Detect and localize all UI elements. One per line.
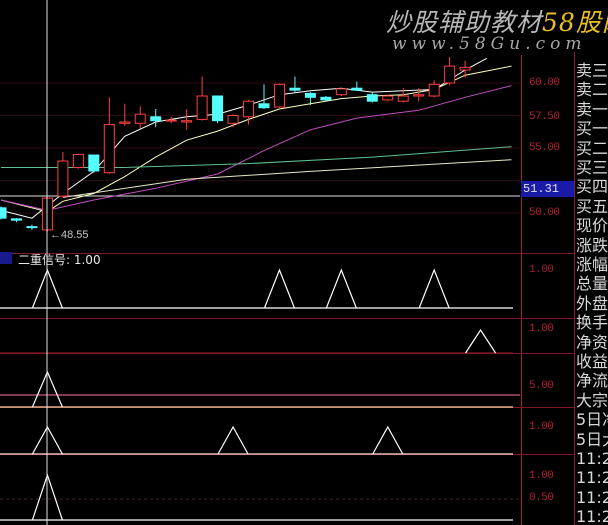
quote-field-label: 卖一 bbox=[576, 99, 608, 119]
quote-field-label: 11:28 bbox=[576, 468, 608, 488]
candle-body bbox=[0, 207, 7, 219]
candle-body bbox=[72, 154, 84, 168]
candle-body bbox=[10, 218, 22, 221]
panel-tick: 1.00 bbox=[529, 421, 554, 433]
candle-body bbox=[304, 92, 316, 98]
quote-field-label: 净流 bbox=[576, 371, 608, 391]
candle-body bbox=[212, 95, 224, 122]
price-tick: 60.00 bbox=[529, 77, 560, 89]
candle-body bbox=[227, 115, 239, 124]
quote-field-label: 11:29 bbox=[576, 487, 608, 507]
low-price-marker: ←48.55 bbox=[50, 229, 89, 241]
quote-field-label: 买五 bbox=[576, 196, 608, 216]
candle-body bbox=[258, 103, 270, 109]
signal-peak bbox=[217, 425, 249, 455]
signal-peak bbox=[418, 268, 450, 309]
candle-body bbox=[428, 83, 440, 97]
quote-field-label: 涨幅 bbox=[576, 255, 608, 274]
candle-body bbox=[444, 65, 456, 84]
quote-field-label: 11:27 bbox=[576, 449, 608, 468]
candle-body bbox=[134, 113, 146, 124]
quote-field-label: 大宗 bbox=[576, 390, 608, 410]
candle-body bbox=[119, 121, 131, 124]
quote-field-label: 涨跌 bbox=[576, 235, 608, 255]
candle-body bbox=[273, 83, 285, 108]
quote-field-label: 现价 bbox=[576, 216, 608, 236]
price-tick: 55.00 bbox=[529, 142, 560, 154]
candle-body bbox=[103, 124, 115, 174]
candle-body bbox=[366, 94, 378, 102]
quote-side-panel: 卖三卖二卖一买一买二买三买四买五现价涨跌涨幅总量外盘换手净资收益净流大宗5日净5… bbox=[574, 52, 608, 525]
candle-body bbox=[88, 154, 100, 172]
indicator-menu-icon[interactable] bbox=[0, 252, 12, 264]
panel-tick: 1.00 bbox=[529, 264, 554, 276]
price-tick: 50.00 bbox=[529, 207, 560, 219]
candle-body bbox=[150, 116, 162, 122]
quote-field-label: 11:29 bbox=[576, 507, 608, 525]
moving-average-line bbox=[62, 159, 512, 198]
candle-body bbox=[351, 87, 363, 91]
candle-body bbox=[243, 100, 255, 118]
candle-body bbox=[459, 66, 471, 71]
watermark-url: www.58Gu.com bbox=[392, 34, 587, 54]
signal-peak bbox=[372, 425, 404, 455]
candle-body bbox=[320, 96, 332, 101]
quote-field-label: 卖二 bbox=[576, 80, 608, 100]
candle-body bbox=[382, 95, 394, 101]
candle-body bbox=[181, 120, 193, 123]
quote-field-label: 收益 bbox=[576, 352, 608, 371]
signal-peak bbox=[325, 268, 357, 309]
quote-field-label: 卖三 bbox=[576, 61, 608, 80]
candle-body bbox=[57, 160, 69, 197]
candle-body bbox=[289, 87, 301, 91]
quote-field-label: 5日净 bbox=[576, 410, 608, 430]
candle-body bbox=[26, 226, 38, 229]
indicator-title: 二重信号: 1.00 bbox=[18, 253, 101, 267]
candle-body bbox=[196, 95, 208, 120]
current-price-marker: 51.31 bbox=[521, 181, 575, 197]
quote-field-label: 买四 bbox=[576, 177, 608, 197]
candle-body bbox=[397, 95, 409, 102]
price-tick: 57.50 bbox=[529, 111, 560, 123]
moving-average-line bbox=[0, 85, 512, 211]
candle-body bbox=[413, 94, 425, 97]
panel-tick: 1.00 bbox=[529, 323, 554, 335]
panel-tick: 1.00 bbox=[529, 470, 554, 482]
candle-body bbox=[165, 119, 177, 122]
quote-field-label: 买二 bbox=[576, 138, 608, 158]
panel-tick: 0.50 bbox=[529, 492, 554, 504]
candle-body bbox=[335, 88, 347, 96]
signal-peak bbox=[465, 328, 497, 354]
quote-field-label: 总量 bbox=[576, 274, 608, 294]
quote-field-label: 买一 bbox=[576, 119, 608, 139]
moving-average-line bbox=[0, 57, 487, 219]
signal-peak bbox=[263, 268, 296, 309]
quote-field-label: 买三 bbox=[576, 158, 608, 177]
watermark-title: 炒股辅助教材58股网 bbox=[386, 8, 608, 37]
quote-field-label: 5日大 bbox=[576, 429, 608, 449]
panel-tick: 5.00 bbox=[529, 380, 554, 392]
quote-field-label: 换手 bbox=[576, 313, 608, 333]
quote-field-label: 净资 bbox=[576, 332, 608, 352]
quote-field-label: 外盘 bbox=[576, 293, 608, 313]
